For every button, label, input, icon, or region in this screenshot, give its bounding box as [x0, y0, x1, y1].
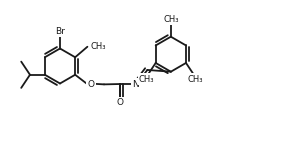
- Text: O: O: [116, 98, 123, 107]
- Text: CH₃: CH₃: [139, 75, 154, 84]
- Text: N: N: [132, 79, 139, 89]
- Text: O: O: [88, 80, 94, 89]
- Text: CH₃: CH₃: [187, 75, 203, 84]
- Text: CH₃: CH₃: [163, 15, 179, 24]
- Text: Br: Br: [55, 27, 65, 36]
- Text: CH₃: CH₃: [91, 42, 106, 51]
